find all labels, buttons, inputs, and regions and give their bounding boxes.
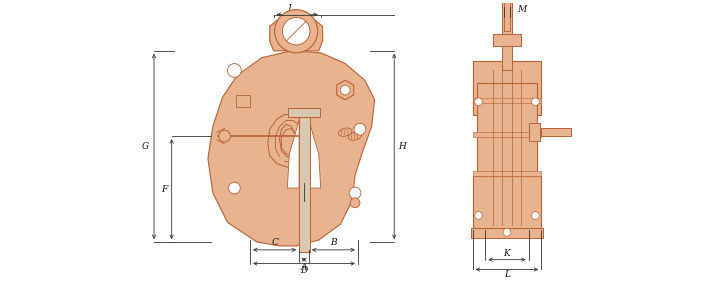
FancyBboxPatch shape (504, 2, 510, 31)
Polygon shape (268, 114, 305, 168)
Text: F: F (160, 185, 167, 194)
Circle shape (340, 85, 350, 95)
Text: G: G (141, 142, 149, 151)
Circle shape (219, 130, 231, 142)
Circle shape (474, 98, 483, 106)
Text: J: J (288, 4, 291, 13)
FancyBboxPatch shape (236, 95, 250, 107)
Text: D: D (300, 266, 307, 275)
Circle shape (350, 198, 360, 208)
Text: E: E (299, 183, 305, 193)
Circle shape (227, 64, 241, 77)
Text: B: B (330, 239, 337, 247)
Text: H: H (398, 142, 406, 151)
FancyBboxPatch shape (473, 132, 541, 137)
Text: A: A (301, 263, 307, 272)
Circle shape (532, 98, 540, 106)
FancyBboxPatch shape (473, 98, 541, 103)
Polygon shape (208, 51, 375, 246)
FancyBboxPatch shape (473, 60, 541, 114)
FancyBboxPatch shape (299, 112, 310, 252)
Circle shape (474, 212, 483, 220)
Circle shape (283, 18, 310, 45)
Text: M: M (517, 5, 526, 14)
Text: L: L (504, 270, 510, 279)
Polygon shape (288, 108, 320, 118)
Polygon shape (337, 80, 354, 100)
FancyBboxPatch shape (502, 0, 512, 70)
Circle shape (532, 212, 540, 220)
FancyBboxPatch shape (541, 128, 571, 136)
FancyBboxPatch shape (528, 123, 540, 141)
Polygon shape (270, 14, 322, 51)
Circle shape (354, 123, 366, 135)
Circle shape (275, 10, 318, 53)
Text: K: K (503, 249, 510, 258)
Circle shape (349, 187, 361, 199)
FancyBboxPatch shape (476, 83, 537, 176)
Polygon shape (309, 120, 321, 188)
Text: C: C (271, 239, 278, 247)
FancyBboxPatch shape (473, 172, 541, 176)
Polygon shape (288, 120, 299, 188)
Ellipse shape (349, 132, 361, 140)
Circle shape (503, 228, 511, 236)
FancyBboxPatch shape (493, 34, 520, 46)
FancyBboxPatch shape (473, 176, 541, 230)
Ellipse shape (339, 128, 352, 136)
Circle shape (229, 182, 240, 194)
FancyBboxPatch shape (471, 228, 543, 238)
FancyBboxPatch shape (486, 70, 528, 230)
